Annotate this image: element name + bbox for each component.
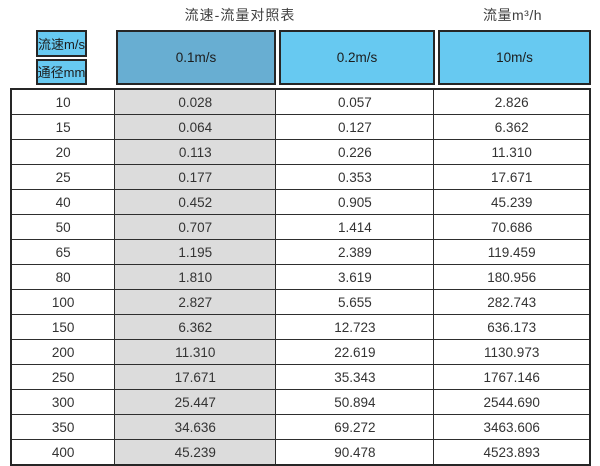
diameter-cell: 250 bbox=[10, 364, 116, 390]
table-row: 20 0.113 0.226 11.310 bbox=[10, 139, 591, 165]
flow-value-cell: 5.655 bbox=[275, 289, 435, 315]
flow-value-cell: 12.723 bbox=[275, 314, 435, 340]
page-title: 流速-流量对照表 bbox=[184, 7, 296, 23]
flow-value-cell: 11.310 bbox=[114, 339, 277, 365]
flow-value-cell: 1.414 bbox=[275, 214, 435, 240]
flow-value-cell: 6.362 bbox=[114, 314, 277, 340]
column-header-10ms: 10m/s bbox=[438, 30, 591, 85]
flow-value-cell: 0.113 bbox=[114, 139, 277, 165]
diameter-cell: 10 bbox=[10, 88, 116, 115]
diameter-cell: 150 bbox=[10, 314, 116, 340]
flow-value-cell: 3463.606 bbox=[433, 414, 591, 440]
flow-value-cell: 2.389 bbox=[275, 239, 435, 265]
flow-value-cell: 1767.146 bbox=[433, 364, 591, 390]
corner-header-bottom: 通径mm bbox=[35, 58, 88, 85]
flow-value-cell: 0.905 bbox=[275, 189, 435, 215]
table-header: 流速m/s 通径mm 0.1m/s 0.2m/s 10m/s bbox=[10, 30, 591, 85]
flow-value-cell: 1130.973 bbox=[433, 339, 591, 365]
table-row: 400 45.239 90.478 4523.893 bbox=[10, 439, 591, 466]
table-row: 300 25.447 50.894 2544.690 bbox=[10, 389, 591, 415]
diameter-cell: 40 bbox=[10, 189, 116, 215]
flow-value-cell: 0.707 bbox=[114, 214, 277, 240]
flow-value-cell: 6.362 bbox=[433, 114, 591, 140]
table-row: 150 6.362 12.723 636.173 bbox=[10, 314, 591, 340]
flow-value-cell: 0.028 bbox=[114, 88, 277, 115]
flow-rate-table: 流速m/s 通径mm 0.1m/s 0.2m/s 10m/s 10 0.028 0.… bbox=[10, 30, 591, 466]
flow-value-cell: 0.353 bbox=[275, 164, 435, 190]
flow-value-cell: 0.064 bbox=[114, 114, 277, 140]
flow-value-cell: 34.636 bbox=[114, 414, 277, 440]
flow-value-cell: 0.452 bbox=[114, 189, 277, 215]
flow-value-cell: 0.226 bbox=[275, 139, 435, 165]
table-row: 65 1.195 2.389 119.459 bbox=[10, 239, 591, 265]
diameter-cell: 200 bbox=[10, 339, 116, 365]
table-body-grid: 10 0.028 0.057 2.826 15 0.064 0.127 6.362 20 0.11… bbox=[10, 88, 591, 466]
table-row: 250 17.671 35.343 1767.146 bbox=[10, 364, 591, 390]
flow-value-cell: 35.343 bbox=[275, 364, 435, 390]
flow-value-cell: 4523.893 bbox=[433, 439, 591, 466]
corner-header-cell: 流速m/s 通径mm bbox=[10, 30, 113, 85]
diameter-cell: 25 bbox=[10, 164, 116, 190]
table-row: 25 0.177 0.353 17.671 bbox=[10, 164, 591, 190]
diameter-cell: 50 bbox=[10, 214, 116, 240]
diameter-cell: 100 bbox=[10, 289, 116, 315]
flow-value-cell: 25.447 bbox=[114, 389, 277, 415]
table-row: 40 0.452 0.905 45.239 bbox=[10, 189, 591, 215]
corner-header-top: 流速m/s bbox=[36, 30, 87, 57]
flow-value-cell: 3.619 bbox=[275, 264, 435, 290]
flow-value-cell: 2544.690 bbox=[433, 389, 591, 415]
table-body: 10 0.028 0.057 2.826 15 0.064 0.127 6.362 20 0.11… bbox=[10, 88, 591, 466]
unit-label: 流量m³/h bbox=[483, 7, 542, 23]
flow-value-cell: 0.177 bbox=[114, 164, 277, 190]
table-row: 10 0.028 0.057 2.826 bbox=[10, 88, 591, 115]
column-header-0.2ms: 0.2m/s bbox=[279, 30, 435, 85]
flow-value-cell: 1.195 bbox=[114, 239, 277, 265]
table-row: 100 2.827 5.655 282.743 bbox=[10, 289, 591, 315]
flow-value-cell: 22.619 bbox=[275, 339, 435, 365]
flow-value-cell: 17.671 bbox=[433, 164, 591, 190]
flow-value-cell: 0.127 bbox=[275, 114, 435, 140]
table-row: 80 1.810 3.619 180.956 bbox=[10, 264, 591, 290]
flow-value-cell: 1.810 bbox=[114, 264, 277, 290]
flow-value-cell: 2.827 bbox=[114, 289, 277, 315]
flow-value-cell: 282.743 bbox=[433, 289, 591, 315]
title-bar: 流速-流量对照表 流量m³/h bbox=[0, 0, 600, 30]
flow-value-cell: 90.478 bbox=[275, 439, 435, 466]
diameter-cell: 300 bbox=[10, 389, 116, 415]
flow-value-cell: 69.272 bbox=[275, 414, 435, 440]
flow-value-cell: 11.310 bbox=[433, 139, 591, 165]
flow-value-cell: 180.956 bbox=[433, 264, 591, 290]
table-row: 350 34.636 69.272 3463.606 bbox=[10, 414, 591, 440]
flow-value-cell: 45.239 bbox=[114, 439, 277, 466]
flow-value-cell: 70.686 bbox=[433, 214, 591, 240]
table-row: 50 0.707 1.414 70.686 bbox=[10, 214, 591, 240]
diameter-cell: 350 bbox=[10, 414, 116, 440]
table-row: 200 11.310 22.619 1130.973 bbox=[10, 339, 591, 365]
flow-value-cell: 0.057 bbox=[275, 88, 435, 115]
column-header-0.1ms: 0.1m/s bbox=[116, 30, 276, 85]
flow-value-cell: 17.671 bbox=[114, 364, 277, 390]
diameter-cell: 20 bbox=[10, 139, 116, 165]
diameter-cell: 80 bbox=[10, 264, 116, 290]
flow-value-cell: 636.173 bbox=[433, 314, 591, 340]
diameter-cell: 65 bbox=[10, 239, 116, 265]
table-row: 15 0.064 0.127 6.362 bbox=[10, 114, 591, 140]
flow-value-cell: 2.826 bbox=[433, 88, 591, 115]
diameter-cell: 15 bbox=[10, 114, 116, 140]
flow-value-cell: 119.459 bbox=[433, 239, 591, 265]
flow-value-cell: 50.894 bbox=[275, 389, 435, 415]
diameter-cell: 400 bbox=[10, 439, 116, 466]
flow-value-cell: 45.239 bbox=[433, 189, 591, 215]
